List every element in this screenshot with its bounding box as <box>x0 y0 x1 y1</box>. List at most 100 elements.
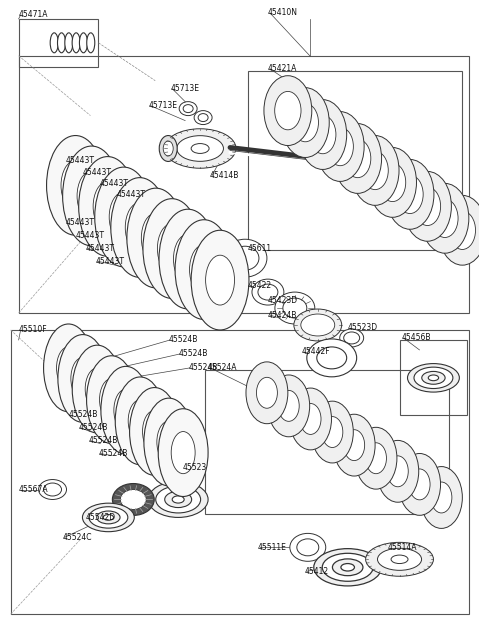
Ellipse shape <box>312 401 353 463</box>
Ellipse shape <box>379 163 406 202</box>
Text: 45524B: 45524B <box>98 449 128 458</box>
Ellipse shape <box>432 199 458 237</box>
Ellipse shape <box>143 410 167 452</box>
Ellipse shape <box>283 298 307 318</box>
Ellipse shape <box>292 104 318 142</box>
Text: 45713E: 45713E <box>148 101 177 110</box>
Ellipse shape <box>96 511 120 524</box>
Ellipse shape <box>414 187 441 225</box>
Bar <box>19 19 98 67</box>
Ellipse shape <box>377 440 419 502</box>
Ellipse shape <box>177 136 224 161</box>
Ellipse shape <box>191 230 249 330</box>
Ellipse shape <box>99 379 123 420</box>
Text: 45524B: 45524B <box>69 410 98 419</box>
Text: 45443T: 45443T <box>65 218 95 227</box>
Ellipse shape <box>351 136 399 205</box>
Ellipse shape <box>93 182 122 232</box>
Ellipse shape <box>333 559 363 575</box>
Ellipse shape <box>268 375 310 436</box>
Ellipse shape <box>61 161 90 211</box>
Ellipse shape <box>327 127 353 166</box>
Ellipse shape <box>300 403 321 435</box>
Ellipse shape <box>79 157 136 256</box>
Ellipse shape <box>109 192 138 242</box>
Text: 45414B: 45414B <box>210 171 240 180</box>
Ellipse shape <box>275 292 315 324</box>
Text: 45713E: 45713E <box>170 84 199 93</box>
Text: 45443T: 45443T <box>83 168 111 177</box>
Text: 45443T: 45443T <box>65 156 95 165</box>
Ellipse shape <box>422 371 445 384</box>
Ellipse shape <box>281 88 329 157</box>
Ellipse shape <box>387 456 408 487</box>
Ellipse shape <box>264 76 312 145</box>
Ellipse shape <box>72 345 122 433</box>
Text: 45542D: 45542D <box>85 513 116 522</box>
Text: 45423D: 45423D <box>268 296 298 305</box>
Ellipse shape <box>314 548 382 586</box>
Ellipse shape <box>125 203 154 252</box>
Ellipse shape <box>231 246 259 270</box>
Text: 45443T: 45443T <box>75 231 105 240</box>
Ellipse shape <box>310 115 336 154</box>
Ellipse shape <box>163 141 173 156</box>
Bar <box>248 71 462 250</box>
Ellipse shape <box>89 507 128 528</box>
Ellipse shape <box>297 539 319 556</box>
Ellipse shape <box>355 428 397 489</box>
Ellipse shape <box>143 198 201 298</box>
Ellipse shape <box>103 515 114 520</box>
Ellipse shape <box>58 33 66 52</box>
Ellipse shape <box>183 104 193 113</box>
Text: 45471A: 45471A <box>19 10 48 19</box>
Ellipse shape <box>317 347 347 369</box>
Text: 45524B: 45524B <box>78 423 108 432</box>
Text: 45514A: 45514A <box>387 543 417 552</box>
Text: 45510F: 45510F <box>19 326 47 335</box>
Ellipse shape <box>377 548 421 570</box>
Ellipse shape <box>362 151 388 189</box>
Text: 45442F: 45442F <box>302 348 330 356</box>
Text: 45524A: 45524A <box>208 364 238 372</box>
Ellipse shape <box>148 481 208 517</box>
Ellipse shape <box>340 329 364 347</box>
Ellipse shape <box>172 496 184 503</box>
Text: 45410N: 45410N <box>268 8 298 17</box>
Bar <box>399 340 468 415</box>
Text: 45443T: 45443T <box>96 257 124 266</box>
Text: 45611: 45611 <box>248 244 272 253</box>
Ellipse shape <box>397 175 423 214</box>
Ellipse shape <box>316 111 364 181</box>
Text: 45524C: 45524C <box>62 533 92 542</box>
Ellipse shape <box>301 314 335 336</box>
Ellipse shape <box>365 443 386 474</box>
Ellipse shape <box>114 389 138 431</box>
Ellipse shape <box>369 147 417 218</box>
Ellipse shape <box>256 378 277 408</box>
Ellipse shape <box>191 143 209 154</box>
Ellipse shape <box>158 409 208 497</box>
Ellipse shape <box>173 234 203 284</box>
Ellipse shape <box>190 244 218 294</box>
Bar <box>19 56 469 313</box>
Ellipse shape <box>79 33 87 52</box>
Text: 45511E: 45511E <box>258 543 287 552</box>
Ellipse shape <box>252 279 284 305</box>
Ellipse shape <box>77 171 106 221</box>
Text: 45524B: 45524B <box>88 436 118 445</box>
Ellipse shape <box>428 375 439 381</box>
Ellipse shape <box>58 335 108 422</box>
Ellipse shape <box>198 113 208 122</box>
Ellipse shape <box>115 377 165 465</box>
Ellipse shape <box>164 129 236 168</box>
Ellipse shape <box>414 367 453 388</box>
Bar <box>11 330 469 614</box>
Ellipse shape <box>159 136 177 161</box>
Ellipse shape <box>65 33 73 52</box>
Ellipse shape <box>420 467 462 529</box>
Ellipse shape <box>38 479 67 499</box>
Text: 45523D: 45523D <box>348 323 378 332</box>
Ellipse shape <box>156 486 201 513</box>
Ellipse shape <box>205 255 235 305</box>
